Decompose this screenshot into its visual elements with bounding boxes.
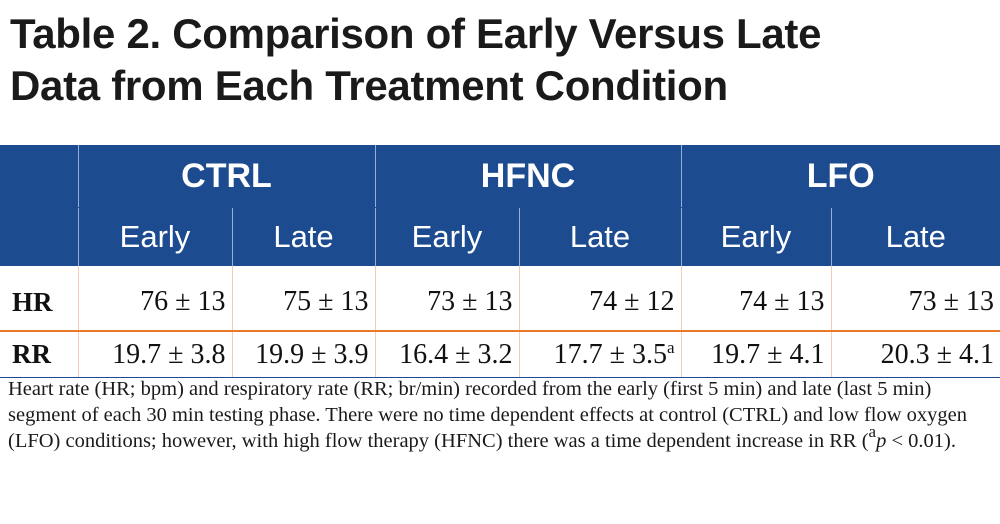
subheader-ctrl-late: Late <box>231 207 375 266</box>
cell-rr-hfnc-early: 16.4 ± 3.2 <box>374 331 519 378</box>
cell-rr-lfo-early: 19.7 ± 4.1 <box>680 331 831 378</box>
cell-hr-lfo-late: 73 ± 13 <box>830 266 1000 332</box>
cell-hr-lfo-early: 74 ± 13 <box>680 266 831 332</box>
table-title: Table 2. Comparison of Early Versus Late… <box>10 8 990 112</box>
title-line-1: Table 2. Comparison of Early Versus Late <box>10 10 822 57</box>
group-header-ctrl: CTRL <box>77 145 375 208</box>
subheader-corner <box>0 207 78 266</box>
cell-rr-hfnc-late: 17.7 ± 3.5a <box>518 331 681 378</box>
cell-hr-hfnc-early: 73 ± 13 <box>374 266 519 332</box>
group-header-row: CTRL HFNC LFO <box>0 145 1000 208</box>
cell-hr-ctrl-late: 75 ± 13 <box>231 266 375 332</box>
caption-footnote-marker: a <box>868 422 877 441</box>
table-caption: Heart rate (HR; bpm) and respiratory rat… <box>8 376 993 454</box>
subheader-ctrl-early: Early <box>77 207 232 266</box>
cell-rr-ctrl-early: 19.7 ± 3.8 <box>77 331 232 378</box>
subheader-hfnc-late: Late <box>518 207 681 266</box>
table-row-hr: HR 76 ± 13 75 ± 13 73 ± 13 74 ± 12 74 ± … <box>0 266 1000 332</box>
cell-rr-lfo-late: 20.3 ± 4.1 <box>830 331 1000 378</box>
subheader-lfo-late: Late <box>830 207 1000 266</box>
footnote-marker: a <box>666 337 675 357</box>
header-corner <box>0 145 78 208</box>
group-header-hfnc: HFNC <box>374 145 681 208</box>
row-label-rr: RR <box>0 331 78 378</box>
data-table: CTRL HFNC LFO Early Late Early Late Earl… <box>0 145 1000 378</box>
title-line-2: Data from Each Treatment Condition <box>10 62 728 109</box>
subheader-lfo-early: Early <box>680 207 831 266</box>
group-header-lfo: LFO <box>680 145 1000 208</box>
row-label-hr: HR <box>0 266 78 332</box>
cell-rr-ctrl-late: 19.9 ± 3.9 <box>231 331 375 378</box>
subheader-row: Early Late Early Late Early Late <box>0 207 1000 266</box>
caption-tail: < 0.01). <box>886 430 956 452</box>
subheader-hfnc-early: Early <box>374 207 519 266</box>
caption-p-symbol: p <box>876 430 887 452</box>
cell-hr-ctrl-early: 76 ± 13 <box>77 266 232 332</box>
cell-rr-hfnc-late-value: 17.7 ± 3.5 <box>553 338 667 370</box>
cell-hr-hfnc-late: 74 ± 12 <box>518 266 681 332</box>
caption-text: Heart rate (HR; bpm) and respiratory rat… <box>8 378 968 452</box>
table-row-rr: RR 19.7 ± 3.8 19.9 ± 3.9 16.4 ± 3.2 17.7… <box>0 331 1000 378</box>
